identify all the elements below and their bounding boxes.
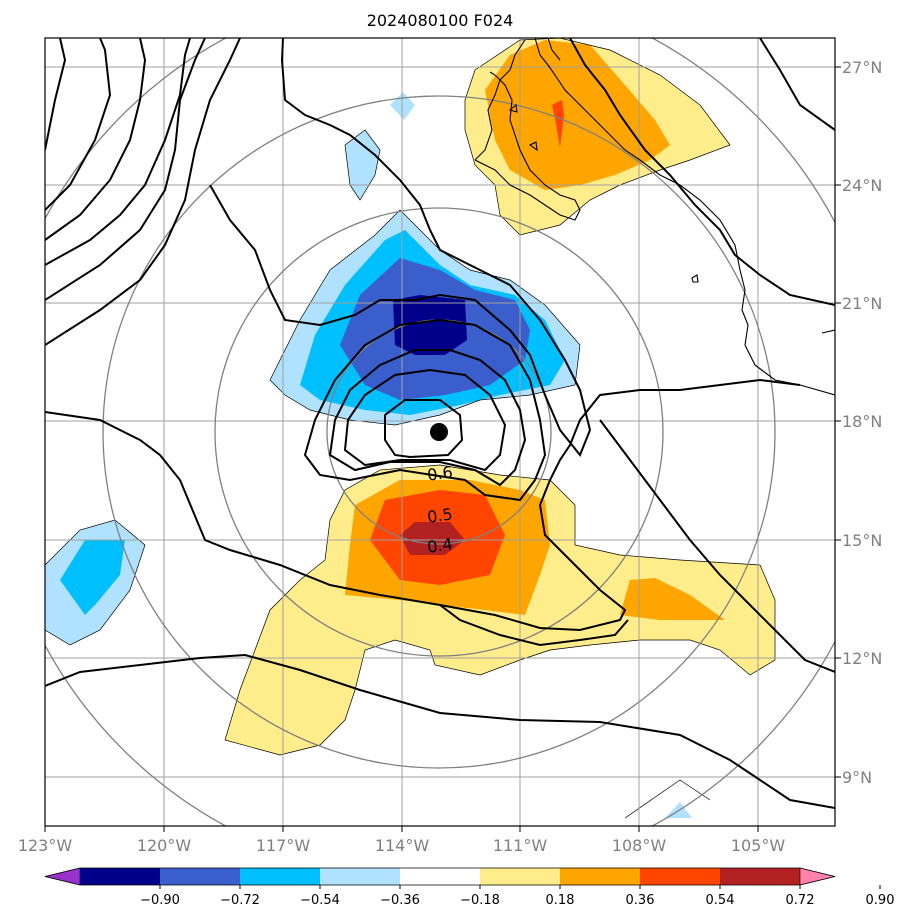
colorbar-segment	[400, 868, 480, 885]
colorbar-tick-label: −0.90	[140, 893, 180, 908]
positive-anomaly-ne-strong	[552, 100, 564, 148]
colorbar-tick-label: 0.90	[866, 893, 895, 908]
range-rings	[45, 38, 835, 826]
axis-ticks	[44, 66, 841, 832]
colorbar-tick-label: 0.54	[706, 893, 735, 908]
colorbar-frame	[44, 867, 836, 886]
lat-label-18n: 18°N	[842, 412, 882, 431]
negative-anomaly-west-mid	[60, 540, 125, 615]
colorbar-extend-low	[44, 867, 81, 886]
colorbar-segment	[240, 868, 320, 885]
lon-label-117w: 117°W	[256, 836, 311, 855]
contour-labels: 0.6 0.5 0.4	[426, 462, 454, 556]
colorbar-segment	[80, 868, 160, 885]
contour-label-0-5: 0.5	[426, 504, 454, 526]
positive-anomaly-ne-mid	[485, 40, 670, 190]
lon-label-108w: 108°W	[612, 836, 667, 855]
coastline	[474, 38, 835, 396]
lat-label-15n: 15°N	[842, 531, 882, 550]
positive-anomaly-max	[400, 522, 465, 555]
figure-title: 2024080100 F024	[367, 11, 514, 30]
lat-label-24n: 24°N	[842, 176, 882, 195]
colorbar-segment	[720, 868, 800, 885]
longitude-labels: 123°W 120°W 117°W 114°W 111°W 108°W 105°…	[18, 836, 786, 855]
lon-label-114w: 114°W	[375, 836, 430, 855]
colorbar-segment	[480, 868, 560, 885]
colorbar-tick-label: −0.72	[220, 893, 260, 908]
colorbar-tick-label: −0.18	[460, 893, 500, 908]
map-panel: 0.6 0.5 0.4	[45, 38, 835, 826]
colorbar-tick-label: −0.54	[300, 893, 340, 908]
contour-label-0-4: 0.4	[426, 534, 454, 556]
colorbar-tick-label: 0.72	[786, 893, 815, 908]
colorbar: −0.90 −0.72 −0.54 −0.36 −0.18 0.18 0.36 0.54 0.7…	[44, 867, 895, 908]
lon-label-123w: 123°W	[18, 836, 73, 855]
lon-label-111w: 111°W	[493, 836, 548, 855]
colorbar-segment	[560, 868, 640, 885]
graticule	[45, 38, 835, 826]
storm-center-marker	[430, 423, 448, 441]
negative-anomaly-max	[393, 295, 467, 355]
lat-label-21n: 21°N	[842, 294, 882, 313]
positive-anomaly-east-mid	[620, 578, 725, 620]
anomaly-fill	[45, 38, 775, 818]
latitude-labels: 27°N 24°N 21°N 18°N 15°N 12°N 9°N	[842, 58, 882, 787]
map-frame	[44, 37, 836, 827]
height-contours	[45, 38, 835, 809]
colorbar-segment	[160, 868, 240, 885]
lon-label-120w: 120°W	[137, 836, 192, 855]
colorbar-segment	[320, 868, 400, 885]
colorbar-tick-label: −0.36	[380, 893, 420, 908]
lon-label-105w: 105°W	[731, 836, 786, 855]
contour-label-0-6: 0.6	[426, 462, 454, 484]
colorbar-tick-label: 0.18	[546, 893, 575, 908]
colorbar-tick-label: 0.36	[626, 893, 655, 908]
storm-contours	[303, 318, 547, 502]
lat-label-9n: 9°N	[842, 768, 872, 787]
negative-anomaly-baja-light	[345, 130, 380, 200]
lat-label-27n: 27°N	[842, 58, 882, 77]
colorbar-extend-high	[799, 867, 836, 886]
lat-label-12n: 12°N	[842, 649, 882, 668]
colorbar-segment	[640, 868, 720, 885]
